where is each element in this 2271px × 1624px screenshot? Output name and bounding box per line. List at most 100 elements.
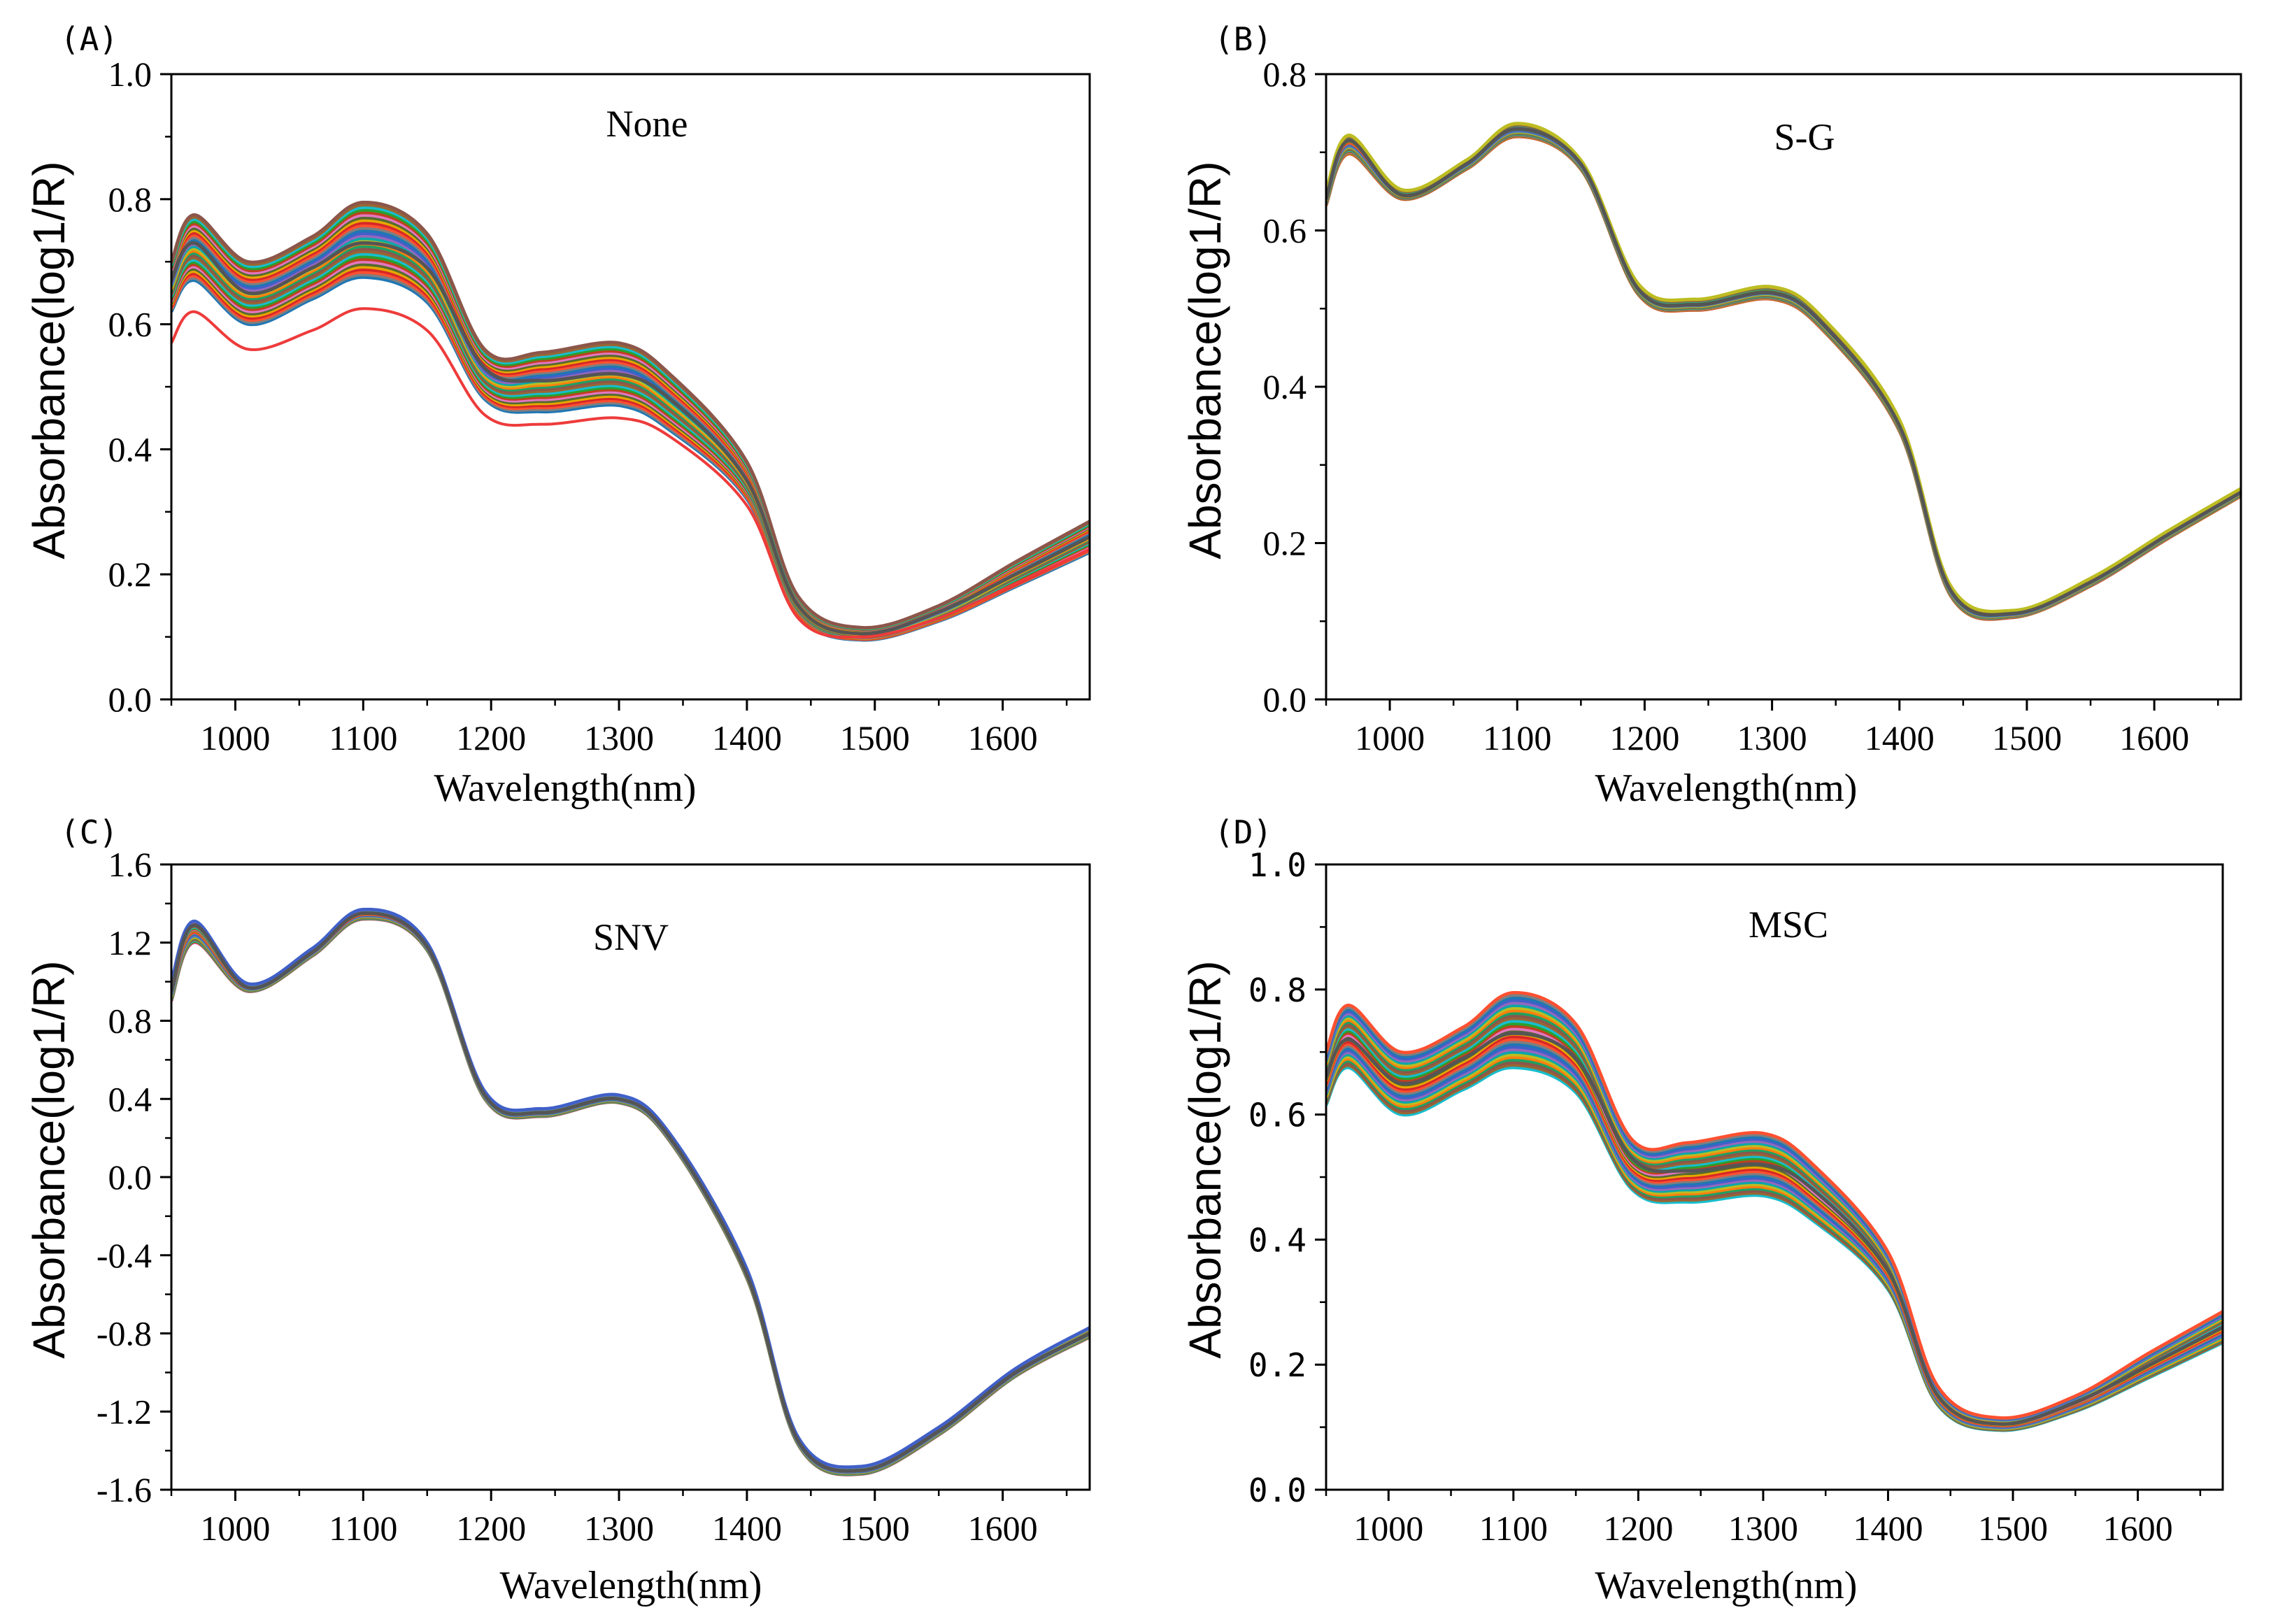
y-tick-label: 0.2 — [1263, 524, 1307, 563]
panel-c-spectra — [171, 907, 1090, 1476]
spectrum-line — [1326, 129, 2241, 618]
spectrum-line — [1326, 134, 2241, 621]
spectrum-line — [1326, 1063, 2223, 1432]
panel-c: (C) SNV Absorbance(log1/R) Wavelength(nm… — [24, 813, 1091, 1607]
spectrum-line — [171, 914, 1090, 1474]
spectrum-line — [171, 913, 1090, 1473]
x-tick-label: 1100 — [329, 1509, 397, 1548]
spectrum-line — [171, 908, 1090, 1469]
mean-spectrum-line — [171, 911, 1090, 1473]
y-tick-label: 0.6 — [1263, 211, 1307, 250]
spectrum-line — [1326, 135, 2241, 621]
panel-a-x-ticks: 1000 1100 1200 1300 1400 1500 1600 — [170, 699, 1068, 757]
panel-c-y-ticks: -1.6 -1.2 -0.8 -0.4 0.0 0.4 0.8 1.2 1.6 — [97, 845, 171, 1509]
spectrum-line — [1326, 129, 2241, 618]
panel-d: (D) MSC Absorbance(log1/R) Wavelength(nm… — [1180, 813, 2224, 1607]
x-tick-label: 1600 — [2103, 1509, 2173, 1548]
spectrum-line — [171, 911, 1090, 1472]
spectrum-line — [1326, 128, 2241, 618]
x-tick-label: 1200 — [1609, 718, 1679, 757]
y-tick-label: 0.8 — [1263, 55, 1307, 94]
x-tick-label: 1300 — [1728, 1509, 1798, 1548]
spectrum-line — [171, 273, 1090, 641]
y-tick-label: -1.6 — [97, 1470, 152, 1509]
spectrum-line — [1326, 131, 2241, 619]
x-tick-label: 1400 — [1853, 1509, 1923, 1548]
panel-b-x-ticks: 1000 1100 1200 1300 1400 1500 1600 — [1325, 699, 2219, 757]
x-tick-label: 1600 — [968, 718, 1038, 757]
panel-c-x-ticks: 1000 1100 1200 1300 1400 1500 1600 — [170, 1490, 1068, 1548]
spectrum-line — [1326, 1058, 2223, 1431]
panel-c-label: (C) — [60, 813, 118, 851]
mean-spectrum-line — [171, 241, 1090, 636]
panel-a-x-axis-title: Wavelength(nm) — [434, 767, 697, 810]
spectrum-line — [171, 265, 1090, 640]
spectrum-line — [1326, 134, 2241, 620]
panel-d-y-ticks: 0.0 0.2 0.4 0.6 0.8 1.0 — [1248, 846, 1326, 1509]
spectrum-line — [1326, 122, 2241, 613]
spectrum-line — [1326, 1053, 2223, 1430]
x-tick-label: 1300 — [1737, 718, 1807, 757]
spectrum-line — [1326, 129, 2241, 618]
panel-b-x-axis-title: Wavelength(nm) — [1595, 767, 1858, 810]
spectrum-line — [1326, 125, 2241, 615]
x-tick-label: 1000 — [200, 1509, 270, 1548]
spectrum-line — [171, 916, 1090, 1475]
outlier-spectrum-line — [171, 307, 1090, 639]
spectrum-line — [171, 270, 1090, 641]
spectrum-line — [1326, 132, 2241, 620]
panel-d-label: (D) — [1214, 813, 1272, 851]
y-tick-label: 0.2 — [1248, 1346, 1307, 1384]
spectrum-line — [171, 911, 1090, 1472]
spectrum-line — [1326, 1066, 2223, 1432]
y-tick-label: -1.2 — [97, 1392, 152, 1431]
panel-d-title: MSC — [1749, 904, 1828, 946]
spectrum-line — [1326, 134, 2241, 620]
panel-d-x-ticks: 1000 1100 1200 1300 1400 1500 1600 — [1325, 1490, 2202, 1548]
spectrum-line — [171, 912, 1090, 1473]
y-tick-label: 1.2 — [108, 923, 152, 962]
spectrum-line — [171, 907, 1090, 1469]
y-tick-label: 0.4 — [108, 429, 152, 469]
spectrum-line — [171, 252, 1090, 638]
x-tick-label: 1200 — [1603, 1509, 1673, 1548]
spectrum-line — [171, 910, 1090, 1471]
spectrum-line — [171, 910, 1090, 1471]
x-tick-label: 1500 — [1992, 718, 2062, 757]
spectrum-line — [171, 913, 1090, 1473]
x-tick-label: 1100 — [329, 718, 397, 757]
panel-c-x-axis-title: Wavelength(nm) — [500, 1564, 762, 1607]
y-tick-label: 0.8 — [108, 180, 152, 219]
y-tick-label: 1.0 — [108, 55, 152, 94]
y-tick-label: 0.2 — [108, 555, 152, 594]
spectrum-line — [171, 916, 1090, 1476]
x-tick-label: 1300 — [584, 718, 654, 757]
spectrum-line — [171, 915, 1090, 1475]
panel-a: (A) None Absorbance(log1/R) Wavelength(n… — [24, 20, 1091, 810]
panel-d-y-axis-title: Absorbance(log1/R) — [1180, 960, 1230, 1358]
x-tick-label: 1600 — [968, 1509, 1038, 1548]
x-tick-label: 1100 — [1483, 718, 1551, 757]
panel-b-label: (B) — [1214, 20, 1272, 58]
x-tick-label: 1500 — [840, 1509, 910, 1548]
y-tick-label: 0.4 — [1248, 1221, 1307, 1259]
spectrum-line — [171, 909, 1090, 1470]
spectrum-line — [1326, 1045, 2223, 1429]
spectrum-line — [1326, 124, 2241, 615]
y-tick-label: 0.4 — [108, 1079, 152, 1118]
panel-c-title: SNV — [593, 916, 669, 958]
spectrum-line — [171, 262, 1090, 640]
panel-b-spectra — [1326, 122, 2241, 621]
spectrum-line — [171, 247, 1090, 637]
mean-spectrum-line — [1326, 1031, 2223, 1426]
x-tick-label: 1200 — [456, 718, 526, 757]
spectrum-line — [1326, 131, 2241, 619]
spectrum-line — [171, 909, 1090, 1469]
y-tick-label: 0.0 — [1263, 680, 1307, 719]
panel-d-plot-area: 1000 1100 1200 1300 1400 1500 1600 0.0 0.2 0.4 0.6… — [1248, 846, 2224, 1548]
spectrum-line — [171, 913, 1090, 1474]
y-tick-label: -0.4 — [97, 1236, 152, 1275]
spectrum-line — [1326, 126, 2241, 616]
spectrum-line — [171, 268, 1090, 641]
spectrum-line — [171, 909, 1090, 1470]
